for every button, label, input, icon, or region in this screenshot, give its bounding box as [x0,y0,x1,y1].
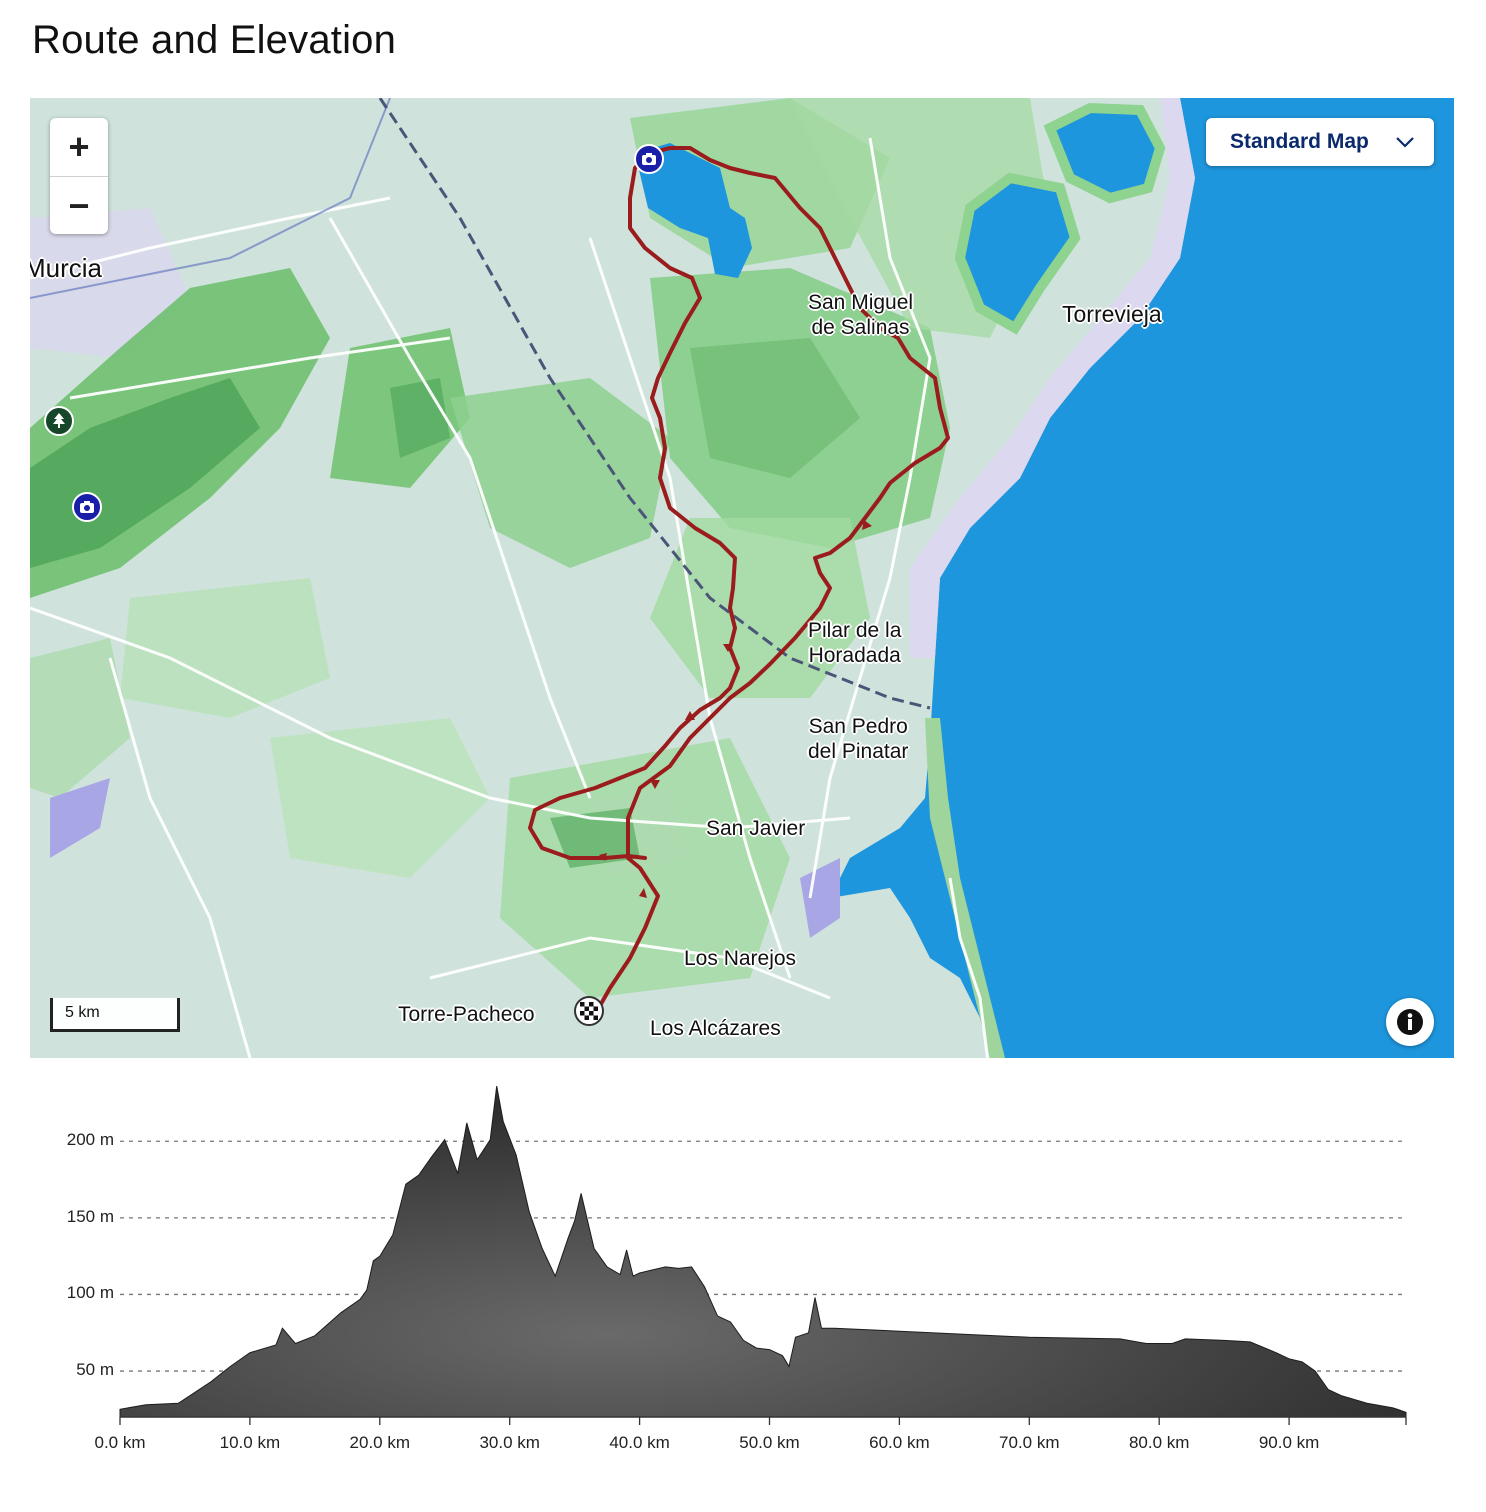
place-label-san-miguel: San Miguel de Salinas [808,291,914,339]
map-canvas[interactable] [30,98,1454,1058]
place-label-san-pedro: San Pedro del Pinatar [808,715,909,763]
map-type-label: Standard Map [1230,130,1369,153]
elevation-chart [119,1086,1407,1425]
camera-icon[interactable] [72,492,102,522]
y-tick-label: 200 m [66,1130,114,1150]
zoom-in-button[interactable]: + [50,118,108,177]
place-label-torrevieja: Torrevieja [1062,301,1162,327]
x-tick-label: 0.0 km [94,1433,146,1452]
x-tick-label: 10.0 km [219,1433,281,1452]
x-tick-label: 60.0 km [869,1433,930,1452]
x-tick-label: 80.0 km [1128,1433,1190,1452]
place-label-los-alcazares: Los Alcázares [650,1017,781,1040]
place-label-san-javier: San Javier [706,817,806,840]
chevron-down-icon [1396,137,1414,148]
page-title: Route and Elevation [32,18,397,62]
route-line [528,146,950,1013]
place-label-pilar: Pilar de la Horadada [808,619,902,667]
place-label-murcia: Murcia [30,253,103,283]
place-label-los-narejos: Los Narejos [684,947,797,970]
info-icon [1397,1009,1423,1035]
elevation-profile [0,1070,1486,1507]
x-tick-label: 50.0 km [739,1433,800,1452]
zoom-out-button[interactable]: − [68,185,90,226]
map-type-select[interactable]: Standard Map [1206,118,1434,166]
x-tick-label: 90.0 km [1258,1433,1320,1452]
tree-icon[interactable] [44,406,74,436]
checkered-flag-icon[interactable] [574,996,604,1026]
x-tick-label: 70.0 km [999,1433,1060,1452]
info-button[interactable] [1386,998,1434,1046]
y-tick-label: 100 m [66,1283,114,1303]
scale-label: 5 km [65,1004,100,1021]
camera-icon[interactable] [634,144,664,174]
scale-bar: 5 km [50,998,180,1032]
elevation-area [119,1086,1407,1418]
y-tick-label: 150 m [66,1206,114,1226]
x-tick-label: 20.0 km [349,1433,411,1452]
x-tick-label: 40.0 km [609,1433,670,1452]
zoom-control: + − [50,118,108,234]
route-map[interactable]: + − Standard Map Murcia San Miguel de Sa… [30,98,1454,1058]
y-tick-label: 50 m [76,1360,114,1380]
place-label-torre-pacheco: Torre-Pacheco [398,1003,535,1026]
x-tick-label: 30.0 km [479,1433,540,1452]
